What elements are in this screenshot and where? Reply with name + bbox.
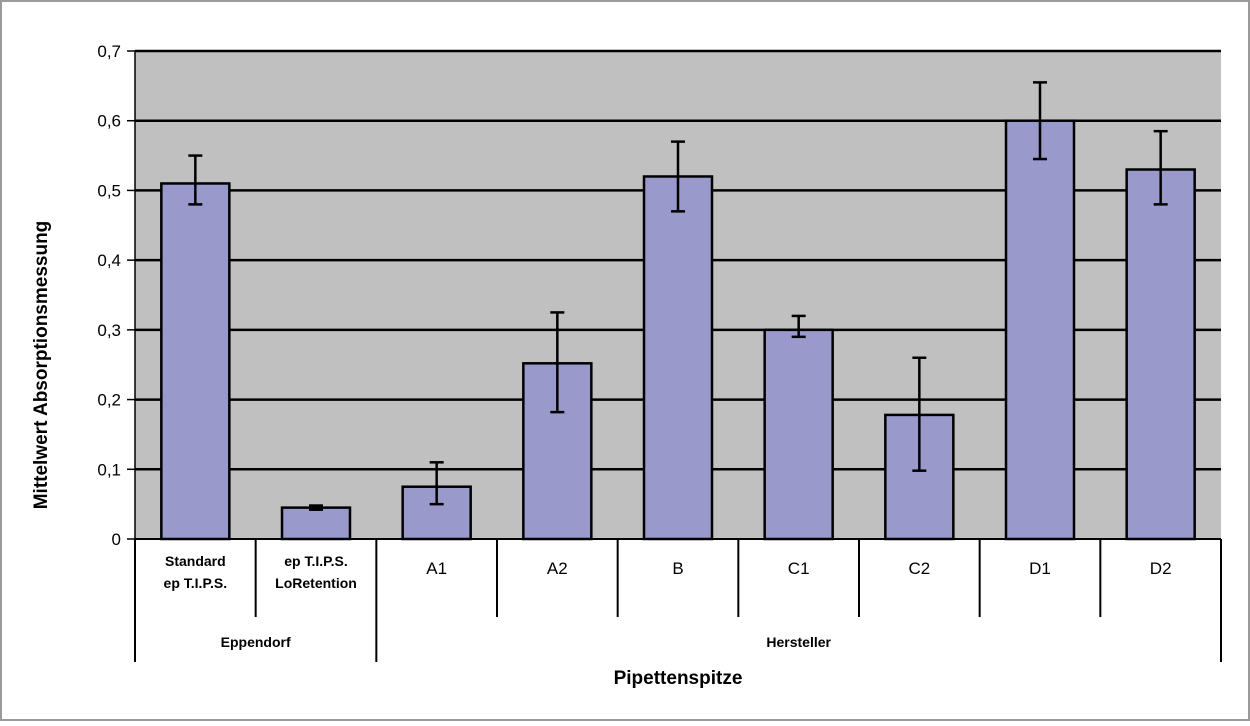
bar (1004, 119, 1076, 541)
x-category-label: A2 (547, 559, 568, 578)
x-axis-title: Pipettenspitze (614, 668, 743, 689)
x-category-label: D2 (1150, 559, 1172, 578)
x-group-label: Eppendorf (221, 634, 291, 650)
bar (160, 182, 231, 541)
x-category-label: ep T.I.P.S. (164, 575, 228, 591)
error-bar (188, 154, 203, 206)
x-category-label: D1 (1029, 559, 1051, 578)
error-bar (912, 356, 927, 472)
bars (160, 119, 1196, 541)
y-axis-tick-labels: 0 0,1 0,2 0,3 0,4 0,5 0,6 0,7 (97, 42, 136, 549)
y-tick-label: 0,7 (97, 42, 121, 61)
x-axis: Standard ep T.I.P.S. ep T.I.P.S. LoRetentio… (134, 538, 1222, 662)
error-bar (309, 504, 323, 511)
error-bar (429, 461, 444, 506)
x-category-label: ep T.I.P.S. (284, 553, 348, 569)
bar (1125, 168, 1196, 541)
bar (763, 328, 834, 541)
y-tick-label: 0,4 (97, 251, 121, 270)
y-axis-title: Mittelwert Absorptionsmessung (31, 221, 52, 510)
error-bar (791, 314, 806, 339)
error-bars (188, 81, 1168, 511)
y-tick-label: 0,3 (97, 321, 121, 340)
error-bar (1033, 81, 1047, 161)
bar (642, 175, 714, 541)
y-tick-label: 0,5 (97, 181, 121, 200)
x-category-label: C2 (908, 559, 930, 578)
bar (280, 506, 352, 541)
x-category-label: B (672, 559, 683, 578)
x-category-label: Standard (165, 553, 226, 569)
error-bar (550, 311, 565, 414)
y-tick-label: 0,1 (97, 460, 121, 479)
y-tick-label: 0,6 (97, 112, 121, 131)
error-bar (1153, 129, 1168, 206)
y-tick-label: 0 (112, 530, 121, 549)
x-group-label: Hersteller (766, 634, 831, 650)
x-category-label: LoRetention (275, 575, 357, 591)
x-category-label: C1 (788, 559, 810, 578)
x-category-label: A1 (426, 559, 447, 578)
y-tick-label: 0,2 (97, 391, 121, 410)
error-bar (671, 140, 685, 213)
